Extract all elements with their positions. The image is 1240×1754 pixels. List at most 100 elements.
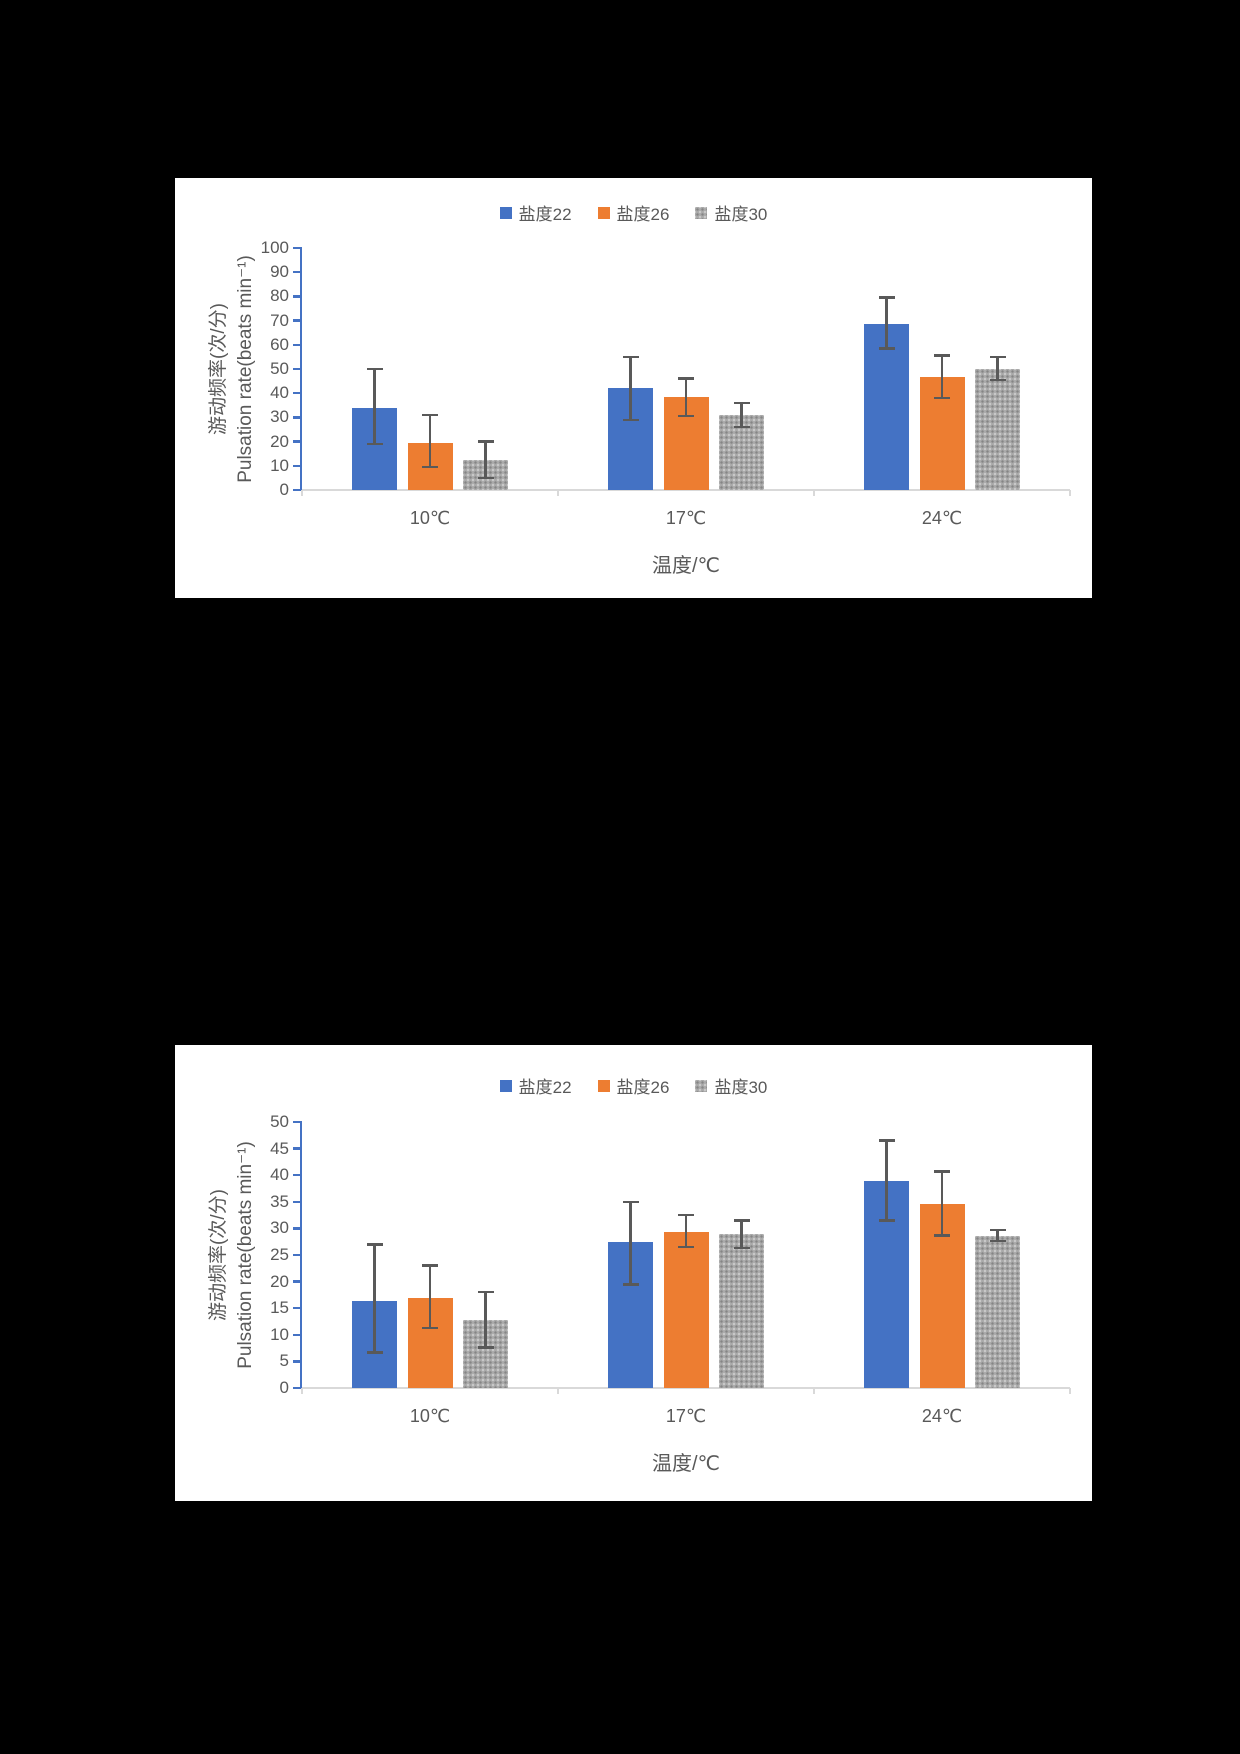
y-axis-tick-label: 40 [270, 1165, 289, 1185]
y-axis-tick [293, 440, 300, 443]
bar-盐度26-17℃ [663, 1232, 709, 1388]
y-axis-tick [293, 1333, 300, 1337]
x-axis-line [302, 489, 1070, 491]
y-axis-tick [293, 464, 300, 468]
y-axis-tick-label: 40 [270, 383, 289, 403]
y-axis-tick-label: 0 [279, 480, 289, 499]
x-axis-tick [301, 1388, 303, 1394]
y-axis-tick [293, 295, 300, 298]
y-axis-tick [293, 1120, 300, 1124]
error-bar-cap-top [622, 1200, 639, 1204]
error-bar-cap-bottom [878, 347, 895, 350]
error-bar-cap-bottom [622, 418, 639, 422]
error-bar-cap-bottom [989, 378, 1006, 382]
y-axis-tick [293, 246, 300, 250]
error-bar-line [684, 1215, 688, 1247]
legend-label: 盐度30 [714, 1078, 768, 1097]
y-axis-tick [293, 1386, 300, 1390]
y-axis-tick-label: 10 [270, 455, 289, 475]
y-axis-tick [293, 1360, 300, 1363]
y-axis-tick [293, 343, 300, 347]
error-bar-cap-bottom [678, 414, 694, 418]
error-bar-cap-bottom [989, 1239, 1006, 1243]
y-axis-tick [293, 1173, 300, 1177]
x-axis-tick [813, 1388, 815, 1394]
x-axis-tick [301, 490, 303, 496]
x-axis-line [302, 1387, 1070, 1389]
y-axis-tick [293, 416, 300, 419]
error-bar-cap-top [733, 401, 750, 405]
legend-label: 盐度22 [518, 205, 572, 224]
error-bar-line [740, 1220, 743, 1249]
error-bar-line [996, 356, 999, 380]
error-bar-cap-bottom [366, 1351, 383, 1354]
y-axis-tick-label: 30 [270, 1218, 289, 1238]
legend-item-2: 盐度30 [695, 200, 767, 225]
error-bar-line [940, 355, 944, 399]
y-axis-tick-label: 25 [270, 1245, 289, 1264]
error-bar-cap-bottom [934, 1234, 950, 1237]
error-bar-cap-top [366, 367, 383, 371]
error-bar-line [373, 369, 376, 445]
y-axis-tick-label: 90 [270, 262, 289, 282]
error-bar-line [940, 1171, 944, 1236]
error-bar-cap-top [989, 1228, 1006, 1232]
error-bar-cap-top [989, 355, 1006, 359]
error-bar-cap-top [934, 354, 950, 357]
y-axis-tick-label: 20 [270, 431, 289, 451]
category-label: 17℃ [665, 1406, 707, 1426]
error-bar-cap-bottom [366, 442, 383, 446]
legend-item-1: 盐度26 [597, 200, 669, 225]
x-axis-tick [1069, 490, 1071, 496]
x-axis-tick [1069, 1388, 1071, 1394]
error-bar-line [740, 402, 743, 428]
y-axis-tick [293, 391, 300, 395]
error-bar-cap-top [678, 1213, 694, 1217]
y-axis-tick [293, 367, 300, 371]
error-bar-cap-bottom [422, 465, 438, 469]
y-axis-tick-label: 45 [270, 1138, 289, 1158]
x-axis-tick [557, 490, 559, 496]
error-bar-line [684, 378, 688, 417]
error-bar-line [484, 1292, 487, 1348]
legend-label: 盐度22 [518, 1078, 572, 1097]
category-label: 10℃ [409, 508, 451, 528]
y-axis-tick-label: 15 [270, 1298, 289, 1318]
error-bar-cap-top [678, 377, 694, 380]
y-axis-line [299, 1121, 302, 1389]
error-bar-cap-top [477, 440, 494, 443]
error-bar-cap-top [934, 1170, 950, 1173]
error-bar-cap-bottom [622, 1283, 639, 1286]
y-axis-tick [293, 1227, 300, 1230]
chart-panel-pulsation-rate-top: 盐度22 盐度26 盐度30 游动频率(次/分) Pulsation rate(be… [175, 178, 1092, 598]
y-axis-tick [293, 1200, 300, 1204]
error-bar-cap-bottom [934, 396, 950, 400]
error-bar-line [428, 1265, 432, 1328]
error-bar-cap-top [878, 296, 895, 299]
y-axis-tick-label: 30 [270, 407, 289, 427]
legend-label: 盐度30 [714, 205, 768, 224]
legend-swatch-icon [499, 1079, 512, 1092]
error-bar-cap-top [422, 1264, 438, 1267]
y-axis-tick-label: 70 [270, 310, 289, 330]
y-axis-tick-label: 35 [270, 1191, 289, 1211]
legend: 盐度22 盐度26 盐度30 [175, 200, 1092, 225]
error-bar-cap-bottom [733, 425, 750, 429]
error-bar-cap-top [422, 413, 438, 417]
legend-swatch-icon [597, 206, 610, 219]
legend-swatch-icon [695, 206, 708, 219]
category-label: 24℃ [921, 1406, 963, 1426]
y-axis-tick [293, 1253, 300, 1257]
y-axis-tick [293, 1306, 300, 1310]
category-label: 24℃ [921, 508, 963, 528]
chart-panel-pulsation-rate-bottom: 盐度22 盐度26 盐度30 游动频率(次/分) Pulsation rate(be… [175, 1045, 1092, 1501]
y-axis-tick [293, 1147, 300, 1150]
error-bar-line [484, 441, 487, 478]
y-axis-tick-label: 50 [270, 1112, 289, 1131]
error-bar-line [996, 1229, 999, 1242]
bar-盐度22-24℃ [864, 324, 909, 490]
x-axis-title: 温度/℃ [651, 555, 721, 577]
error-bar-cap-bottom [878, 1219, 895, 1222]
bar-盐度30-24℃ [975, 1236, 1020, 1388]
